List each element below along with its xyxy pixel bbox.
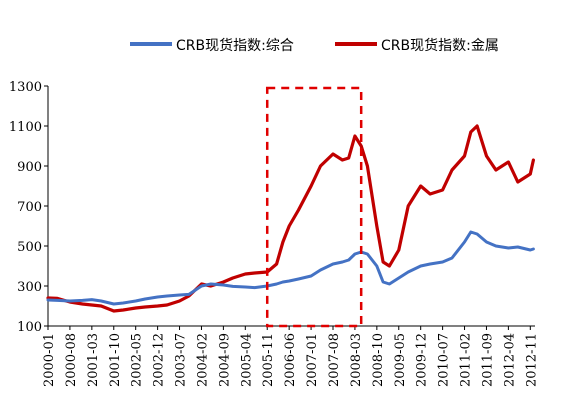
x-tick-label: 2002-12 xyxy=(152,333,167,387)
x-tick-label: 2004-09 xyxy=(217,333,232,387)
y-tick-label: 900 xyxy=(17,160,42,175)
x-tick-label: 2000-01 xyxy=(42,333,57,387)
y-tick-label: 700 xyxy=(17,200,42,215)
x-tick-label: 2002-05 xyxy=(130,333,145,387)
x-tick-label: 2007-01 xyxy=(305,333,320,387)
x-tick-label: 2008-10 xyxy=(371,333,386,387)
x-tick-label: 2005-04 xyxy=(239,333,254,387)
series-line-metals xyxy=(46,124,536,313)
x-tick-label: 2005-11 xyxy=(261,333,276,387)
x-tick-label: 2012-11 xyxy=(524,333,539,387)
legend: CRB现货指数:综合 CRB现货指数:金属 xyxy=(130,37,499,54)
series-layer xyxy=(46,124,536,313)
y-tick-label: 1300 xyxy=(9,80,42,95)
legend-label-metals: CRB现货指数:金属 xyxy=(381,37,499,54)
x-tick-label: 2007-08 xyxy=(327,333,342,387)
y-tick-label: 100 xyxy=(17,320,42,335)
highlight-box xyxy=(265,86,363,328)
legend-label-composite: CRB现货指数:综合 xyxy=(176,37,294,54)
x-tick-label: 2011-02 xyxy=(459,333,474,387)
highlight-layer xyxy=(265,86,363,328)
x-tick-label: 2006-06 xyxy=(283,333,298,387)
x-tick-label: 2000-08 xyxy=(64,333,79,387)
x-tick-label: 2010-07 xyxy=(437,333,452,387)
x-tick-label: 2011-09 xyxy=(480,333,495,387)
x-tick-label: 2012-04 xyxy=(502,333,517,387)
x-tick-label: 2009-12 xyxy=(415,333,430,387)
y-tick-label: 300 xyxy=(17,280,42,295)
y-tick-label: 500 xyxy=(17,240,42,255)
x-tick-label: 2004-02 xyxy=(195,333,210,387)
x-tick-label: 2009-05 xyxy=(393,333,408,387)
y-tick-label: 1100 xyxy=(9,120,42,135)
x-tick-label: 2003-07 xyxy=(174,333,189,387)
x-tick-label: 2001-03 xyxy=(86,333,101,387)
series-line-composite xyxy=(46,230,535,306)
x-tick-label: 2008-03 xyxy=(349,333,364,387)
axes: 100 300 500 700 900 1100 1300 2000-01 2000-08 200… xyxy=(9,80,539,387)
x-tick-label: 2001-10 xyxy=(108,333,123,387)
